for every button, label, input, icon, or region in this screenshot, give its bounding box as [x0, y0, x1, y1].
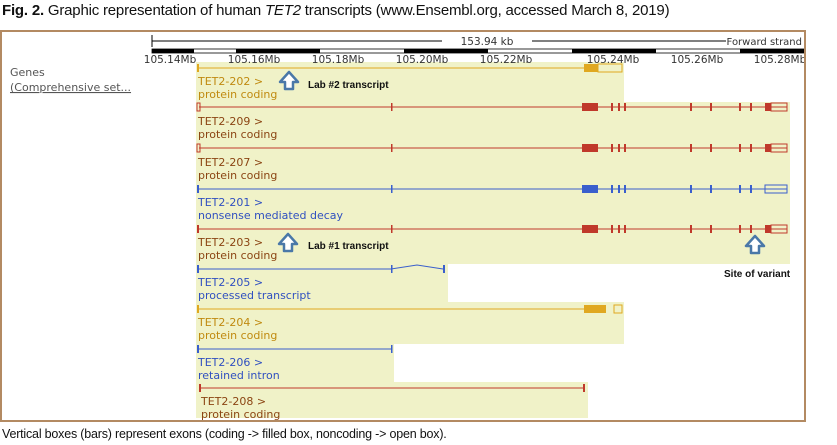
transcript-201[interactable]: TET2-201 > nonsense mediated decay — [197, 184, 788, 222]
transcript-205[interactable]: TET2-205 > processed transcript — [197, 264, 445, 302]
transcript-diagram: 153.94 kb Forward strand 105.14Mb 105.16… — [10, 34, 804, 420]
transcript-name: TET2-203 > — [197, 236, 263, 249]
figure-number: Fig. 2. — [2, 2, 44, 19]
tick-label: 105.16Mb — [228, 54, 281, 66]
lab2-arrow-icon — [278, 70, 300, 91]
transcript-name: TET2-202 > — [197, 75, 263, 88]
transcript-biotype: processed transcript — [198, 289, 311, 302]
caption-gene: TET2 — [264, 2, 301, 19]
tick-label: 105.24Mb — [587, 54, 640, 66]
transcript-206[interactable]: TET2-206 > retained intron — [197, 345, 393, 382]
scale-ruler: 153.94 kb Forward strand 105.14Mb 105.16… — [144, 34, 804, 66]
transcript-204[interactable]: TET2-204 > protein coding — [197, 304, 623, 342]
strand-label: Forward strand — [727, 37, 802, 48]
transcript-name: TET2-208 > — [200, 395, 266, 408]
span-label: 153.94 kb — [461, 36, 514, 48]
transcript-name: TET2-201 > — [197, 196, 263, 209]
caption-text-a: Graphic representation of human — [43, 2, 265, 19]
highlight-209 — [196, 102, 790, 144]
figure-footnote: Vertical boxes (bars) represent exons (c… — [2, 427, 447, 441]
transcript-biotype: retained intron — [198, 369, 280, 382]
transcript-biotype: protein coding — [198, 329, 277, 342]
variant-arrow-icon — [744, 234, 766, 255]
transcript-202[interactable]: TET2-202 > protein coding — [197, 63, 623, 101]
transcript-203[interactable]: TET2-203 > protein coding — [197, 224, 788, 262]
transcript-biotype: protein coding — [201, 408, 280, 420]
caption-text-b: transcripts (www.Ensembl.org, accessed M… — [300, 2, 670, 19]
variant-annotation: Site of variant — [724, 269, 791, 280]
transcript-name: TET2-204 > — [197, 316, 263, 329]
transcript-name: TET2-207 > — [197, 156, 263, 169]
tick-label: 105.28Mb — [754, 54, 804, 66]
tick-label: 105.20Mb — [396, 54, 449, 66]
genes-label: Genes — [10, 66, 45, 79]
transcript-name: TET2-206 > — [197, 356, 263, 369]
transcript-biotype: protein coding — [198, 249, 277, 262]
tick-label: 105.14Mb — [144, 54, 197, 66]
tick-label: 105.26Mb — [671, 54, 724, 66]
transcript-name: TET2-209 > — [197, 115, 263, 128]
tick-label: 105.22Mb — [480, 54, 533, 66]
transcript-biotype: protein coding — [198, 88, 277, 101]
ensembl-transcript-panel: 153.94 kb Forward strand 105.14Mb 105.16… — [0, 30, 806, 422]
transcript-biotype: protein coding — [198, 128, 277, 141]
tick-label: 105.18Mb — [312, 54, 365, 66]
transcript-209[interactable]: TET2-209 > protein coding — [196, 102, 788, 141]
transcript-208[interactable]: TET2-208 > protein coding — [199, 384, 585, 420]
transcript-name: TET2-205 > — [197, 276, 263, 289]
lab1-annotation: Lab #1 transcript — [308, 241, 389, 252]
transcript-biotype: protein coding — [198, 169, 277, 182]
transcript-biotype: nonsense mediated decay — [198, 209, 343, 222]
highlight-202 — [196, 62, 624, 108]
transcript-207[interactable]: TET2-207 > protein coding — [196, 143, 788, 182]
lab1-arrow-icon — [277, 232, 299, 253]
genes-set-link[interactable]: (Comprehensive set... — [10, 81, 131, 94]
figure-caption: Fig. 2. Graphic representation of human … — [2, 2, 670, 19]
lab2-annotation: Lab #2 transcript — [308, 80, 389, 91]
